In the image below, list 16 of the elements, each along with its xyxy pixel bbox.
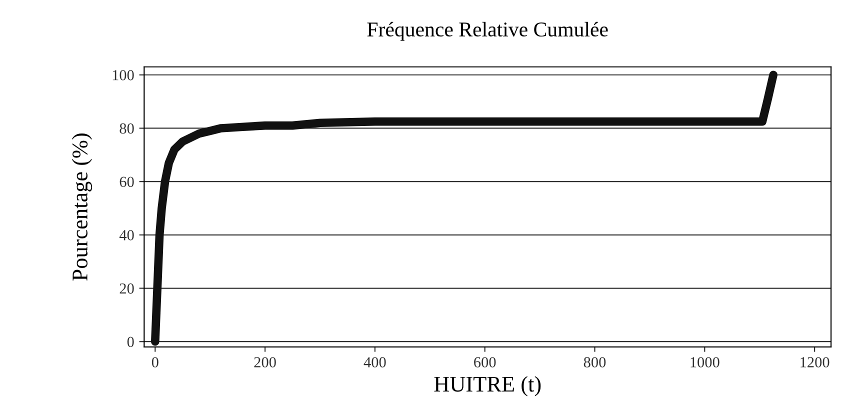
x-tick-label: 0 <box>152 357 158 368</box>
x-tick-label: 800 <box>584 357 606 368</box>
y-axis-title: Pourcentage (%) <box>72 134 92 281</box>
y-tick-label: 20 <box>120 283 134 294</box>
chart-title: Fréquence Relative Cumulée <box>367 22 608 41</box>
y-tick-label: 80 <box>120 123 134 134</box>
y-tick-label: 0 <box>127 336 134 348</box>
x-tick-label: 600 <box>474 357 496 368</box>
y-tick-label: 60 <box>120 176 134 188</box>
y-tick-label: 40 <box>119 230 134 240</box>
x-tick-label: 400 <box>364 357 386 368</box>
x-tick-label: 1200 <box>800 357 830 368</box>
x-tick-label: 1000 <box>690 357 720 368</box>
x-axis-title: HUITRE (t) <box>434 376 541 396</box>
y-tick-label: 100 <box>112 70 134 80</box>
x-tick-label: 200 <box>254 357 276 368</box>
